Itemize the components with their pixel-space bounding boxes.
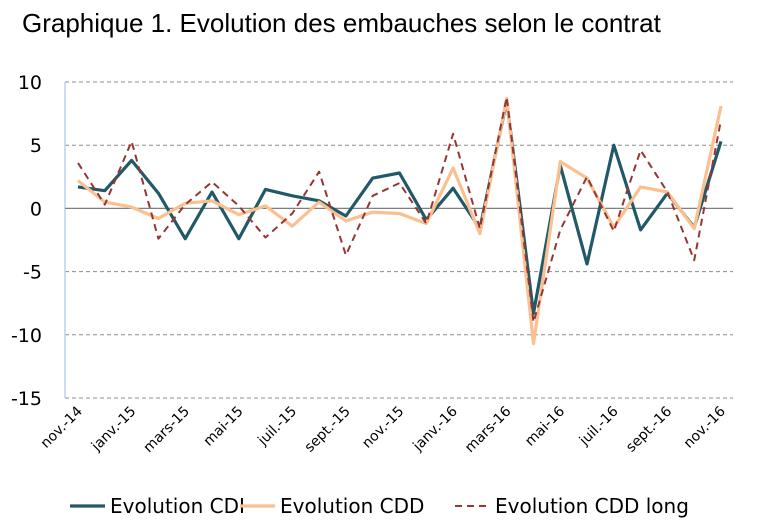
series-line-2 — [76, 96, 723, 346]
x-tick-label: sept.-15 — [302, 404, 354, 456]
x-tick-label: juil.-16 — [576, 403, 622, 449]
chart-title: Graphique 1. Evolution des embauches sel… — [22, 8, 661, 38]
series-line-1 — [77, 99, 723, 315]
y-tick-labels: 10 5 0 -5 -10 -15 — [11, 72, 42, 410]
x-tick-labels: nov.-14 janv.-15 mars-15 mai-15 juil.-15 sept… — [38, 403, 729, 455]
y-tick-label: 5 — [30, 135, 42, 157]
axes — [64, 82, 733, 398]
x-tick-label: sept.-16 — [623, 403, 675, 455]
x-tick-label: mars-15 — [141, 404, 193, 456]
y-tick-label: 0 — [30, 198, 42, 220]
legend: Evolution CDI Evolution CDD Evolution CDD … — [70, 494, 689, 518]
legend-label: Evolution CDD — [280, 494, 424, 518]
y-tick-label: 10 — [18, 72, 42, 94]
y-tick-label: -5 — [23, 262, 42, 284]
x-tick-label: janv.-15 — [88, 404, 140, 456]
x-tick-label: mars-16 — [462, 403, 514, 455]
x-tick-label: juil.-15 — [254, 404, 300, 450]
y-tick-label: -15 — [11, 388, 42, 410]
series-lines — [76, 96, 723, 346]
legend-label: Evolution CDD long — [495, 494, 689, 518]
x-tick-label: nov.-14 — [38, 403, 86, 451]
x-tick-label: janv.-16 — [409, 403, 461, 455]
x-tick-label: nov.-15 — [359, 404, 407, 452]
gridlines — [65, 81, 733, 399]
x-tick-label: mai-16 — [522, 403, 568, 449]
x-tick-label: nov.-16 — [681, 403, 729, 451]
legend-label: Evolution CDI — [110, 494, 245, 518]
x-tick-label: mai-15 — [201, 404, 247, 450]
y-tick-label: -10 — [11, 325, 42, 347]
